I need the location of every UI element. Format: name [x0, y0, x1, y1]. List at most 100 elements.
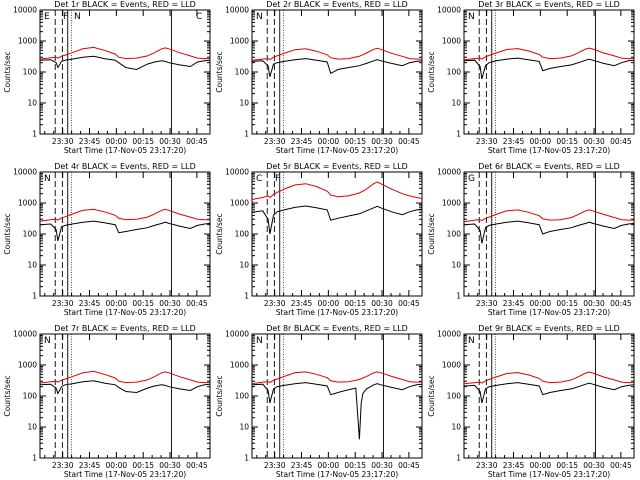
y-tick-label: 10000: [437, 6, 461, 15]
marker-letter: N: [468, 336, 475, 346]
x-tick-label: 23:30: [52, 137, 74, 146]
y-axis-label: Counts/sec: [215, 51, 224, 92]
y-tick-label: 10: [451, 423, 461, 432]
x-axis-label: Start Time (17-Nov-05 23:17:20): [276, 146, 398, 155]
y-tick-label: 10: [239, 261, 249, 270]
panel-title: Det 4r BLACK = Events, RED = LLD: [54, 162, 196, 171]
series-lld-line: [463, 371, 634, 385]
y-axis-label: Counts/sec: [3, 375, 12, 416]
y-tick-label: 10000: [437, 168, 461, 177]
x-tick-label: 00:15: [556, 299, 578, 308]
y-tick-label: 10000: [225, 6, 249, 15]
series-events-line: [251, 382, 423, 440]
y-tick-label: 10: [239, 423, 249, 432]
x-tick-label: 00:30: [159, 299, 181, 308]
series-events-line: [39, 55, 211, 71]
y-tick-label: 1000: [18, 361, 37, 370]
y-tick-label: 1: [244, 292, 249, 301]
series-events-line: [463, 220, 635, 244]
x-tick-label: 00:15: [556, 461, 578, 470]
x-tick-label: 00:15: [344, 461, 366, 470]
x-tick-label: 23:30: [52, 299, 74, 308]
series-lld-line: [463, 47, 634, 61]
y-tick-label: 100: [23, 230, 38, 239]
x-tick-label: 00:30: [159, 137, 181, 146]
marker-letter: E: [44, 12, 50, 22]
x-tick-label: 00:45: [186, 299, 208, 308]
x-axis-label: Start Time (17-Nov-05 23:17:20): [488, 308, 610, 317]
x-tick-label: 23:45: [79, 461, 101, 470]
y-tick-label: 100: [235, 230, 250, 239]
y-tick-label: 10: [27, 99, 37, 108]
x-tick-label: 00:30: [371, 137, 393, 146]
y-tick-label: 100: [235, 392, 250, 401]
panel-title: Det 9r BLACK = Events, RED = LLD: [478, 324, 620, 333]
panel-det-3: Det 3r BLACK = Events, RED = LLD 1 10 100 10…: [427, 0, 635, 155]
y-tick-label: 100: [447, 230, 462, 239]
x-tick-label: 00:30: [583, 137, 605, 146]
y-tick-label: 1000: [442, 199, 461, 208]
x-tick-label: 00:30: [371, 299, 393, 308]
x-tick-label: 00:30: [159, 461, 181, 470]
y-axis-label: Counts/sec: [427, 213, 436, 254]
panel-det-6: Det 6r BLACK = Events, RED = LLD 1 10 100 10…: [427, 162, 635, 317]
x-tick-label: 00:15: [344, 137, 366, 146]
x-tick-label: 00:15: [556, 137, 578, 146]
panel-title: Det 3r BLACK = Events, RED = LLD: [478, 0, 620, 9]
panel-title: Det 5r BLACK = Events, RED = LLD: [266, 162, 408, 171]
x-tick-label: 23:45: [79, 137, 101, 146]
panel-det-2: Det 2r BLACK = Events, RED = LLD 1 10 100 10…: [215, 0, 423, 155]
y-tick-label: 10: [239, 99, 249, 108]
x-tick-label: 00:00: [318, 461, 340, 470]
y-tick-label: 1000: [230, 37, 249, 46]
y-tick-label: 1: [32, 130, 37, 139]
series-lld-line: [251, 181, 423, 200]
x-tick-label: 23:30: [264, 461, 286, 470]
x-tick-label: 23:30: [264, 299, 286, 308]
series-events-line: [463, 382, 635, 404]
panel-det-7: Det 7r BLACK = Events, RED = LLD 1 10 100 10…: [3, 324, 211, 479]
y-axis-label: Counts/sec: [427, 51, 436, 92]
x-tick-label: 23:30: [476, 461, 498, 470]
x-tick-label: 00:00: [530, 137, 552, 146]
y-tick-label: 1000: [442, 361, 461, 370]
panel-det-5: Det 5r BLACK = Events, RED = LLD 1 10 100 10…: [215, 162, 423, 317]
x-tick-label: 00:45: [398, 461, 420, 470]
x-axis-label: Start Time (17-Nov-05 23:17:20): [64, 146, 186, 155]
x-tick-label: 00:45: [186, 137, 208, 146]
x-axis-label: Start Time (17-Nov-05 23:17:20): [276, 308, 398, 317]
series-lld-line: [463, 209, 634, 223]
x-tick-label: 00:00: [530, 461, 552, 470]
panel-title: Det 2r BLACK = Events, RED = LLD: [266, 0, 408, 9]
y-tick-label: 10000: [225, 168, 249, 177]
series-events-line: [463, 57, 635, 80]
y-tick-label: 100: [235, 68, 250, 77]
y-tick-label: 1: [244, 454, 249, 463]
series-events-line: [251, 205, 423, 235]
y-axis-label: Counts/sec: [215, 213, 224, 254]
y-tick-label: 1: [32, 454, 37, 463]
x-tick-label: 00:45: [610, 137, 632, 146]
y-tick-label: 1: [456, 292, 461, 301]
x-tick-label: 23:45: [291, 137, 313, 146]
x-tick-label: 00:15: [132, 299, 154, 308]
x-axis-label: Start Time (17-Nov-05 23:17:20): [64, 470, 186, 479]
x-tick-label: 23:45: [503, 299, 525, 308]
panel-title: Det 6r BLACK = Events, RED = LLD: [478, 162, 620, 171]
x-tick-label: 00:30: [583, 461, 605, 470]
x-axis-label: Start Time (17-Nov-05 23:17:20): [488, 470, 610, 479]
panel-det-1: Det 1r BLACK = Events, RED = LLD 1 10 100 10…: [3, 0, 211, 155]
panel-title: Det 1r BLACK = Events, RED = LLD: [54, 0, 196, 9]
y-tick-label: 1000: [18, 199, 37, 208]
x-tick-label: 23:45: [291, 299, 313, 308]
series-lld-line: [39, 46, 210, 60]
marker-letter: F: [63, 12, 68, 22]
marker-letter: C: [196, 12, 202, 22]
x-tick-label: 00:15: [344, 299, 366, 308]
x-tick-label: 23:45: [291, 461, 313, 470]
series-lld-line: [39, 208, 210, 222]
marker-letter: N: [256, 12, 263, 22]
x-tick-label: 00:00: [106, 299, 128, 308]
